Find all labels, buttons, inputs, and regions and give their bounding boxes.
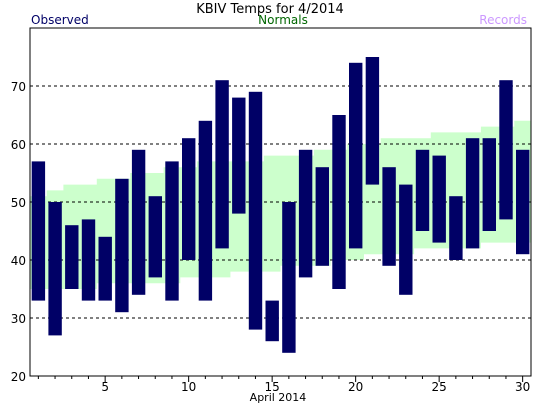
- observed-bar-day-29: [499, 80, 513, 220]
- y-tick-label-20: 20: [11, 370, 26, 384]
- observed-bar-day-25: [432, 155, 446, 243]
- observed-bar-day-28: [482, 138, 496, 231]
- plot-frame: [29, 27, 532, 377]
- observed-bar-day-30: [516, 149, 530, 255]
- observed-bar-day-17: [298, 149, 313, 278]
- x-tick-label-20: 20: [348, 380, 363, 394]
- observed-bar-day-6: [115, 178, 129, 313]
- y-tick-label-40: 40: [11, 254, 26, 268]
- y-tick-label-60: 60: [11, 138, 26, 152]
- chart-title: KBIV Temps for 4/2014: [196, 2, 344, 17]
- x-tick-label-25: 25: [432, 380, 447, 394]
- y-tick-label-30: 30: [11, 312, 26, 326]
- x-tick-label-30: 30: [515, 380, 530, 394]
- x-tick-label-5: 5: [101, 380, 109, 394]
- observed-bar-day-24: [415, 149, 430, 231]
- observed-bar-day-19: [332, 115, 346, 289]
- plot-area: 20 30 40 50 60 70 5 10 15 20 25 30: [11, 27, 532, 394]
- observed-bar-day-15: [265, 300, 279, 342]
- observed-bar-day-9: [165, 161, 179, 301]
- observed-bar-day-18: [315, 167, 329, 266]
- observed-bar-day-26: [449, 196, 463, 260]
- observed-bar-day-21: [365, 57, 380, 185]
- x-axis-label: April 2014: [250, 391, 307, 404]
- observed-bar-day-11: [198, 120, 213, 301]
- legend-normals: Normals: [258, 13, 308, 27]
- observed-bar-day-2: [48, 202, 62, 336]
- observed-bar-day-12: [215, 80, 229, 249]
- observed-bar-day-14: [248, 91, 263, 330]
- x-tick-label-15: 15: [265, 380, 280, 394]
- observed-bar-day-20: [349, 62, 363, 249]
- observed-bar-day-1: [31, 161, 46, 301]
- observed-bar-day-23: [399, 184, 413, 295]
- observed-bar-day-13: [232, 97, 246, 214]
- observed-bar-day-4: [81, 219, 96, 301]
- observed-bar-day-7: [131, 149, 146, 295]
- observed-bar-day-8: [148, 196, 162, 278]
- y-tick-label-50: 50: [11, 196, 26, 210]
- legend-observed: Observed: [31, 13, 89, 27]
- observed-bar-day-22: [382, 167, 396, 266]
- observed-bar-day-10: [182, 138, 196, 260]
- observed-bar-day-5: [98, 236, 112, 301]
- x-tick-label-10: 10: [181, 380, 196, 394]
- legend-records: Records: [479, 13, 527, 27]
- observed-bar-day-3: [65, 225, 79, 289]
- y-tick-label-70: 70: [11, 80, 26, 94]
- observed-bar-day-27: [465, 138, 480, 249]
- observed-bar-day-16: [282, 202, 296, 353]
